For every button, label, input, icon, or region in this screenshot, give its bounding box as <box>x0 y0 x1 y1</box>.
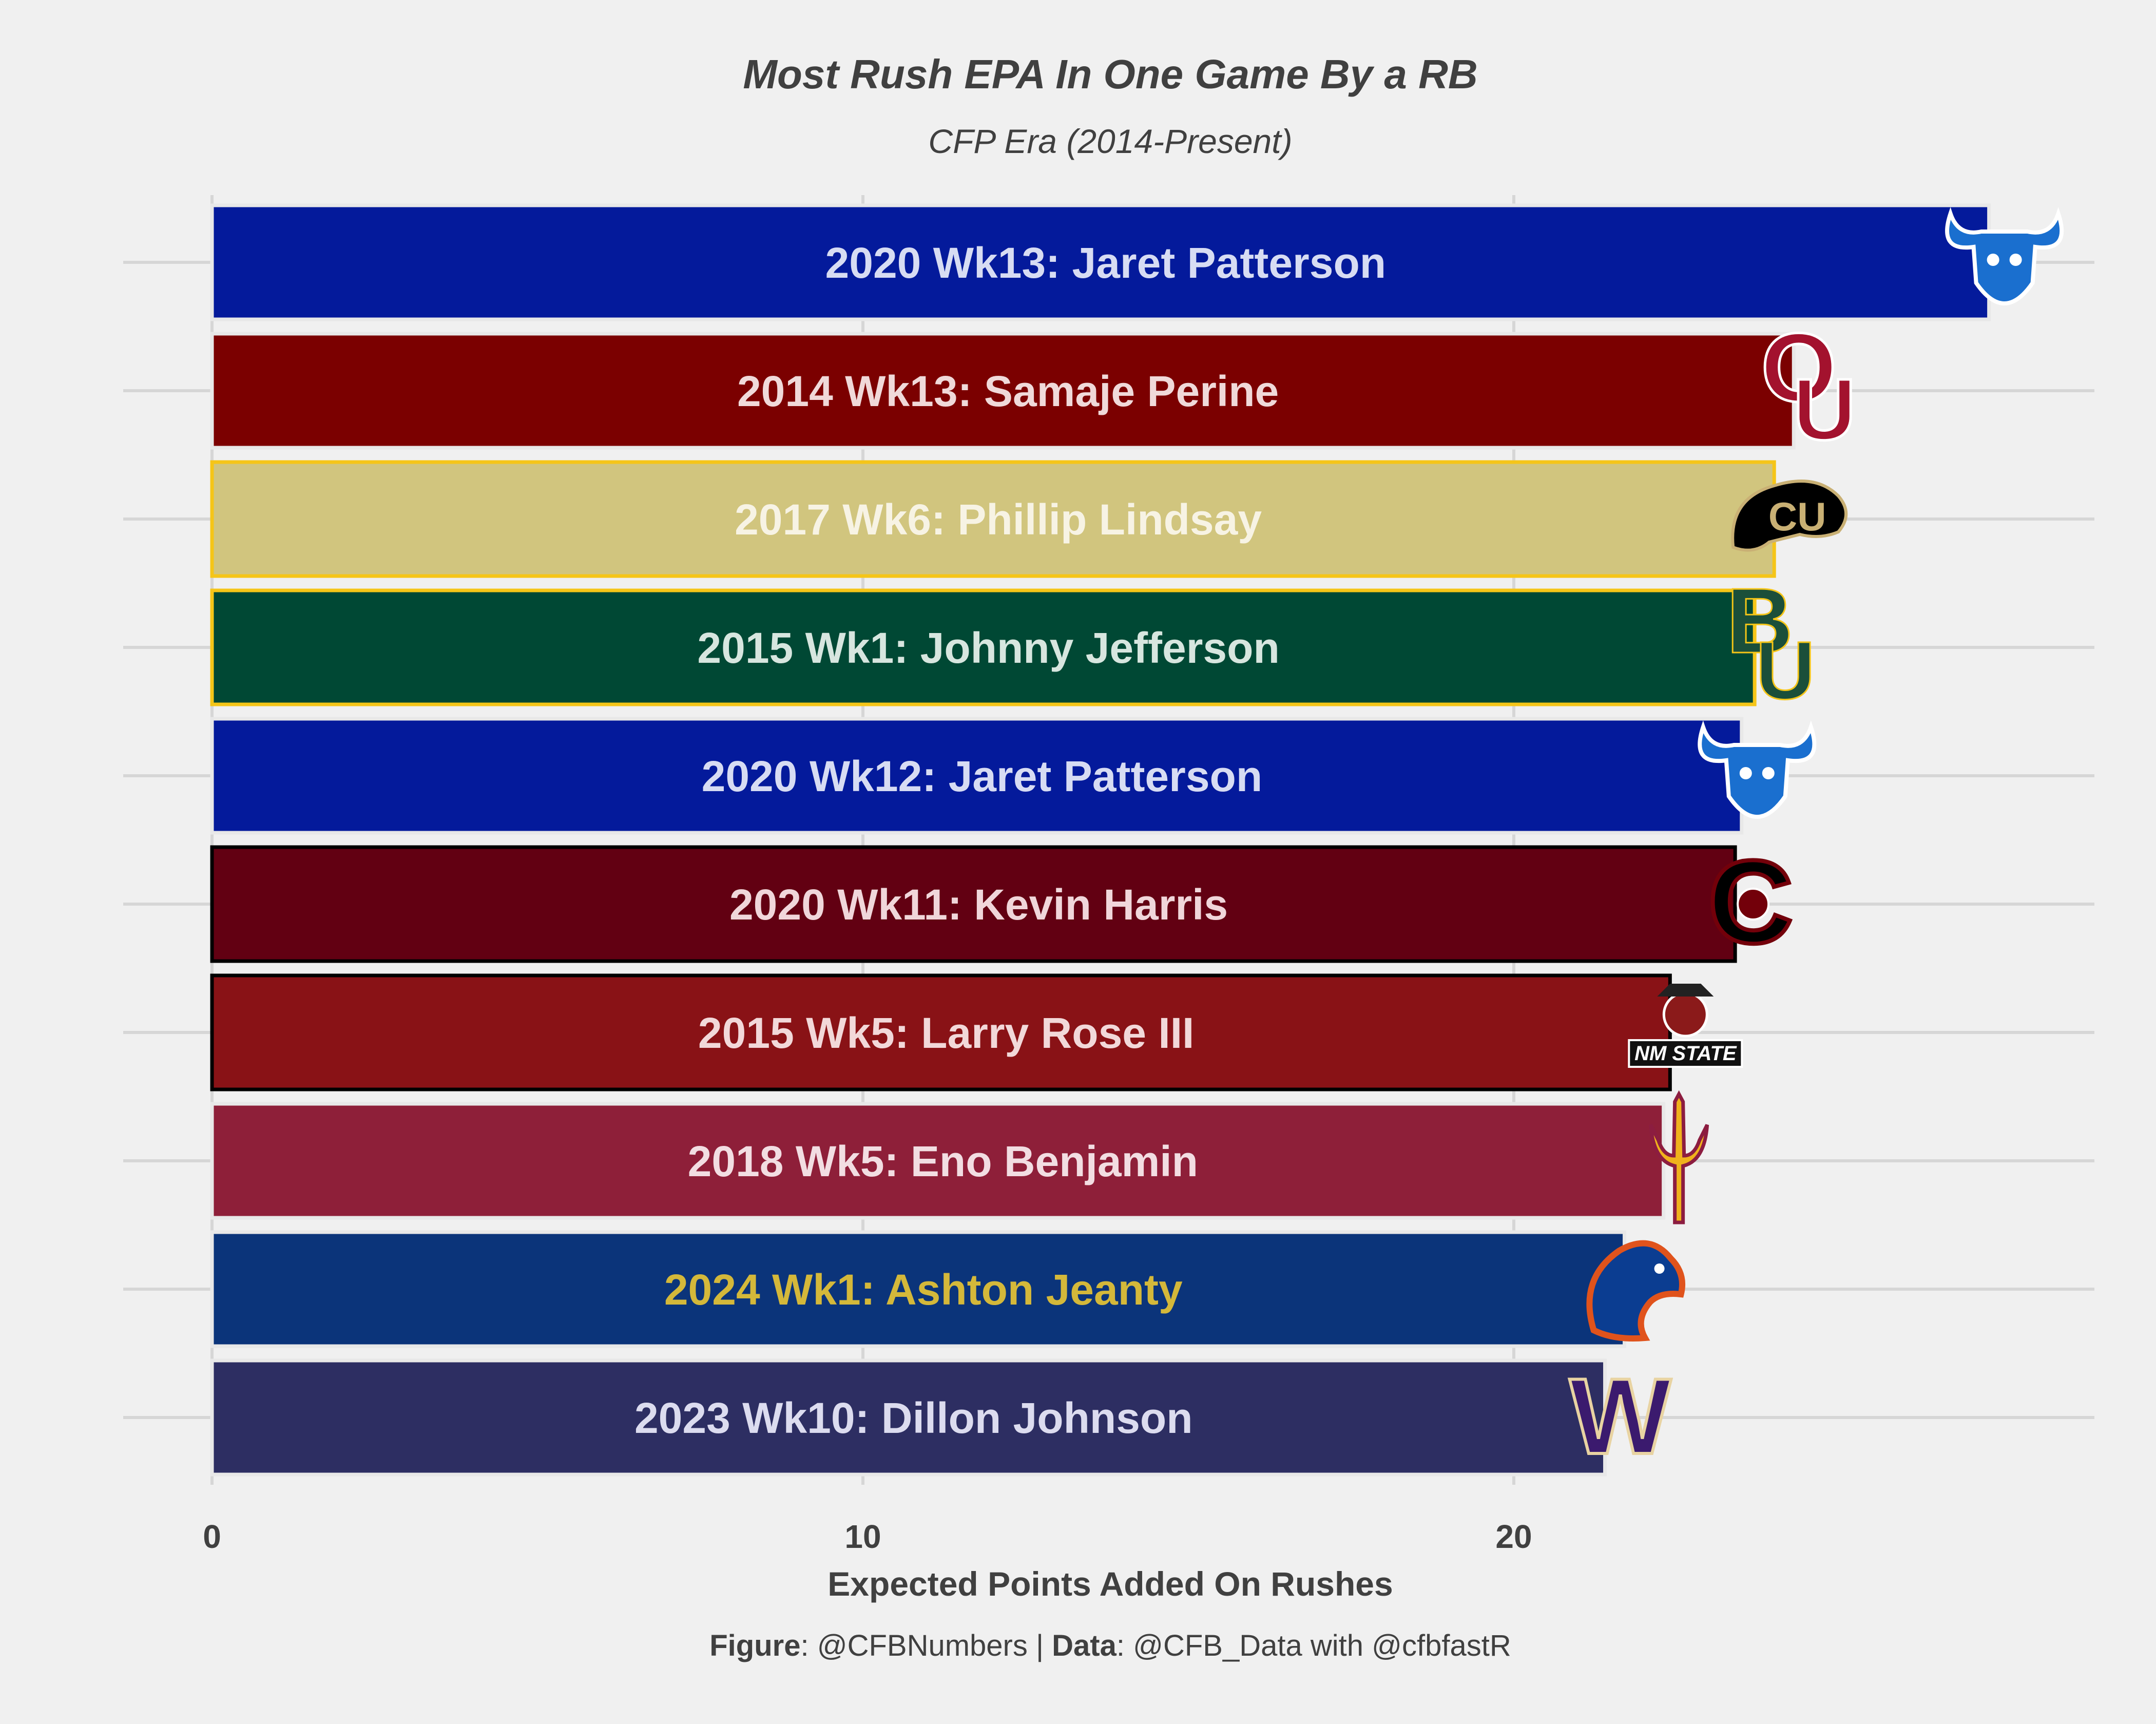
x-tick-label: 10 <box>844 1518 881 1555</box>
bar <box>210 717 1744 835</box>
arizona-state-pitchfork-icon <box>1649 1090 1709 1224</box>
x-axis-ticks: 0 10 20 <box>203 1518 1532 1555</box>
bar-group: 2023 Wk10: Dillon Johnson W <box>210 1354 1673 1478</box>
bar-label: 2015 Wk1: Johnny Jefferson <box>697 624 1279 672</box>
bar-group: 2020 Wk13: Jaret Patterson <box>210 203 2064 321</box>
bar-group: 2015 Wk5: Larry Rose III NM STATE <box>210 973 1743 1091</box>
bar-label: 2024 Wk1: Ashton Jeanty <box>664 1266 1183 1314</box>
x-tick-label: 20 <box>1495 1518 1532 1555</box>
buffalo-bulls-logo-icon <box>1945 207 2064 305</box>
caption-figure-label: Figure <box>709 1629 800 1662</box>
chart-subtitle: CFP Era (2014-Present) <box>928 122 1292 160</box>
south-carolina-logo-icon: C <box>1706 834 1795 970</box>
bar-label: 2015 Wk5: Larry Rose III <box>698 1009 1194 1057</box>
svg-text:O: O <box>1761 313 1837 422</box>
bar-group: 2024 Wk1: Ashton Jeanty <box>210 1230 1686 1348</box>
bar-label: 2020 Wk11: Kevin Harris <box>729 880 1228 929</box>
x-axis-label: Expected Points Added On Rushes <box>827 1565 1393 1603</box>
bar-label: 2020 Wk12: Jaret Patterson <box>702 752 1263 800</box>
x-tick-label: 0 <box>203 1518 221 1555</box>
buffalo-bulls-logo-icon <box>1698 720 1817 819</box>
svg-text:U: U <box>1793 361 1856 458</box>
bar <box>210 332 1796 450</box>
bar-label: 2017 Wk6: Phillip Lindsay <box>735 495 1262 544</box>
svg-text:W: W <box>1569 1356 1671 1477</box>
bars: 2020 Wk13: Jaret Patterson 2014 Wk13: Sam… <box>210 203 2064 1478</box>
bar-group: 2020 Wk12: Jaret Patterson <box>210 717 1817 835</box>
bar <box>210 1358 1607 1477</box>
caption-data-value: : @CFB_Data with @cfbfastR <box>1116 1629 1511 1662</box>
caption-data-label: Data <box>1052 1629 1116 1662</box>
bar-group: 2017 Wk6: Phillip Lindsay CU <box>210 460 1848 578</box>
svg-text:C: C <box>1708 836 1793 968</box>
nm-state-logo-icon: NM STATE <box>1628 984 1743 1068</box>
oklahoma-logo-icon: OU <box>1760 312 1857 460</box>
bar-group: 2014 Wk13: Samaje Perine OU <box>210 312 1857 460</box>
svg-text:U: U <box>1756 624 1815 716</box>
bar <box>210 203 1991 321</box>
bar-group: 2020 Wk11: Kevin Harris C <box>210 834 1795 970</box>
bar-label: 2020 Wk13: Jaret Patterson <box>825 239 1387 287</box>
bar <box>210 845 1737 963</box>
chart-caption: Figure: @CFBNumbers | Data: @CFB_Data wi… <box>709 1629 1511 1662</box>
caption-figure-value: : @CFBNumbers | <box>800 1629 1052 1662</box>
svg-text:B: B <box>1726 569 1793 673</box>
bar-label: 2018 Wk5: Eno Benjamin <box>688 1137 1198 1185</box>
bar <box>210 1102 1666 1220</box>
bar <box>210 588 1757 706</box>
boise-state-bronco-icon <box>1586 1240 1686 1342</box>
bar <box>210 973 1672 1091</box>
bar-label: 2014 Wk13: Samaje Perine <box>737 367 1279 415</box>
bar <box>210 460 1776 578</box>
washington-w-logo-icon: W <box>1568 1354 1672 1478</box>
nm-state-logo-text: NM STATE <box>1634 1042 1737 1065</box>
baylor-logo-icon: BU <box>1726 569 1816 717</box>
svg-text:CU: CU <box>1768 494 1826 539</box>
bar-group: 2018 Wk5: Eno Benjamin <box>210 1090 1709 1224</box>
bar-group: 2015 Wk1: Johnny Jefferson BU <box>210 569 1816 717</box>
bar-label: 2023 Wk10: Dillon Johnson <box>634 1394 1193 1442</box>
chart-title: Most Rush EPA In One Game By a RB <box>743 51 1477 97</box>
colorado-buffaloes-logo-icon: CU <box>1731 480 1848 552</box>
